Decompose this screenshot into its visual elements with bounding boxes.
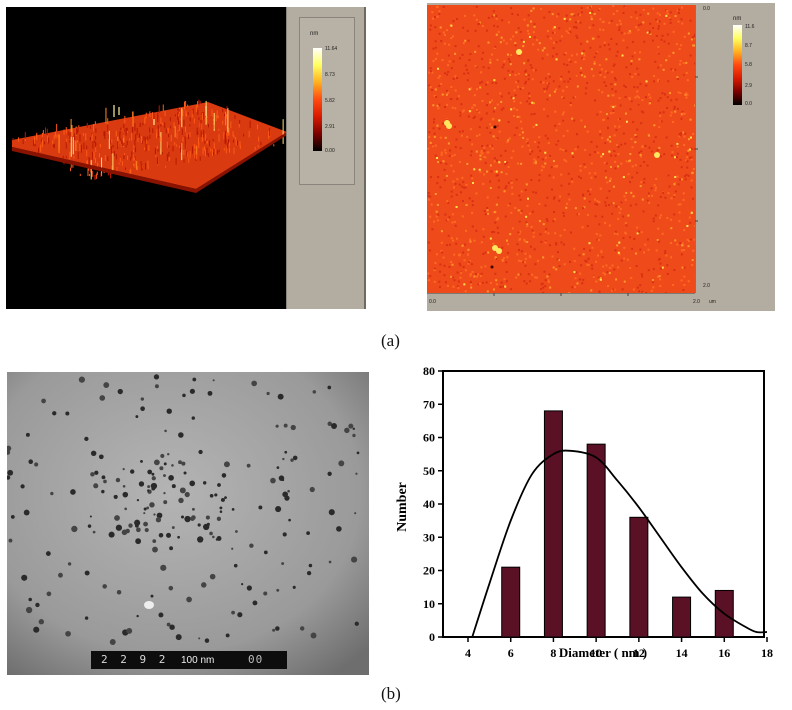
panel-label-b: (b) [381, 684, 401, 703]
afm-2d-x-axis [427, 293, 695, 296]
x-axis-ticks: 4 6 8 10 12 14 16 18 [465, 637, 773, 660]
x-tick-label: 4 [465, 646, 471, 660]
x-tick-label: 12 [633, 646, 645, 660]
y-tick-label: 40 [423, 497, 435, 511]
histogram-bar [672, 596, 692, 638]
afm-2d-colorbar-tick: 11.6 [745, 24, 755, 30]
height-map-texture [427, 5, 695, 293]
y-tick-label: 50 [423, 464, 435, 478]
x-tick-label: 16 [718, 646, 730, 660]
diameter-histogram-chart: 0 10 20 30 40 50 60 70 80 4 6 8 10 12 14 16 18 Diameter… [395, 364, 773, 660]
afm-3d-colorbar-box: nm 11.64 8.73 5.82 2.91 0.00 [299, 17, 355, 185]
x-axis-label: Diameter ( nm ) [559, 645, 647, 660]
histogram-bar [543, 410, 563, 638]
tem-micrograph-render [7, 372, 369, 675]
afm-2d-colorbar-tick: 0.0 [745, 101, 752, 107]
surface-spikes [12, 99, 284, 181]
tem-micrograph-code: 2 2 9 2 [101, 653, 169, 666]
afm-3d-colorbar-unit: nm [310, 31, 319, 37]
afm-3d-colorbar-tick: 5.82 [325, 98, 335, 104]
x-tick-label: 18 [761, 646, 773, 660]
tem-code-suffix: 00 [248, 653, 264, 666]
panel-label-a: (a) [381, 331, 400, 350]
afm-2d-y-axis [695, 5, 698, 293]
y-axis-label: Number [395, 482, 410, 532]
y-tick-label: 10 [423, 597, 435, 611]
tem-background [7, 372, 369, 675]
y-tick-label: 30 [423, 530, 435, 544]
y-axis-ticks: 0 10 20 30 40 50 60 70 80 [423, 364, 443, 644]
tem-scale-bar-label: 100 nm [181, 655, 215, 666]
afm-2d-y-axis-bottom-label: 2.0 [703, 283, 710, 289]
afm-2d-colorbar-tick: 8.7 [745, 43, 752, 49]
tem-nanoparticles [7, 374, 360, 645]
tem-bright-spot [144, 601, 154, 609]
afm-3d-surface-image [6, 7, 286, 309]
y-tick-label: 80 [423, 364, 435, 378]
surface-edge [12, 132, 286, 193]
tem-micrograph: 2 2 9 2 100 nm 00 [7, 372, 369, 675]
x-tick-label: 10 [590, 646, 602, 660]
x-tick-label: 8 [550, 646, 556, 660]
afm-2d-x-axis-left-label: 0.0 [429, 299, 436, 305]
afm-3d-colorbar [313, 48, 322, 151]
afm-3d-colorbar-tick: 0.00 [325, 148, 335, 154]
histogram-bars [501, 410, 734, 638]
afm-3d-colorbar-tick: 11.64 [325, 46, 338, 52]
afm-2d-colorbar-tick: 5.8 [745, 62, 752, 68]
afm-2d-x-axis-unit: um [709, 299, 716, 305]
afm-3d-surface-render [12, 99, 286, 193]
afm-3d-colorbar-tick: 8.73 [325, 72, 335, 78]
histogram-bar [586, 443, 606, 638]
afm-2d-height-map [427, 5, 695, 293]
y-tick-label: 70 [423, 397, 435, 411]
afm-2d-colorbar [733, 25, 742, 105]
histogram-bar [501, 566, 521, 638]
afm-2d-colorbar-tick: 2.9 [745, 83, 752, 89]
afm-2d-y-axis-top-label: 0.0 [703, 6, 710, 12]
afm-2d-height-map-render [427, 5, 695, 293]
y-tick-label: 0 [429, 630, 435, 644]
x-tick-label: 14 [676, 646, 688, 660]
afm-2d-x-axis-right-label: 2.0 [693, 299, 700, 305]
fit-curve [471, 449, 768, 638]
y-tick-label: 20 [423, 564, 435, 578]
y-tick-label: 60 [423, 431, 435, 445]
x-tick-label: 6 [508, 646, 514, 660]
afm-2d-colorbar-unit: nm [733, 16, 742, 22]
afm-3d-side-panel: nm 11.64 8.73 5.82 2.91 0.00 [286, 7, 366, 309]
afm-2d-height-map-frame: 0.0 2.0 0.0 2.0 um nm 11.6 8.7 5.8 2.9 0… [427, 3, 775, 311]
afm-3d-colorbar-tick: 2.91 [325, 124, 335, 130]
tem-scale-bar-strip: 2 2 9 2 100 nm 00 [91, 651, 287, 669]
diameter-histogram: 0 10 20 30 40 50 60 70 80 4 6 8 10 12 14 16 18 Diameter… [388, 362, 792, 667]
histogram-bar [629, 516, 649, 638]
